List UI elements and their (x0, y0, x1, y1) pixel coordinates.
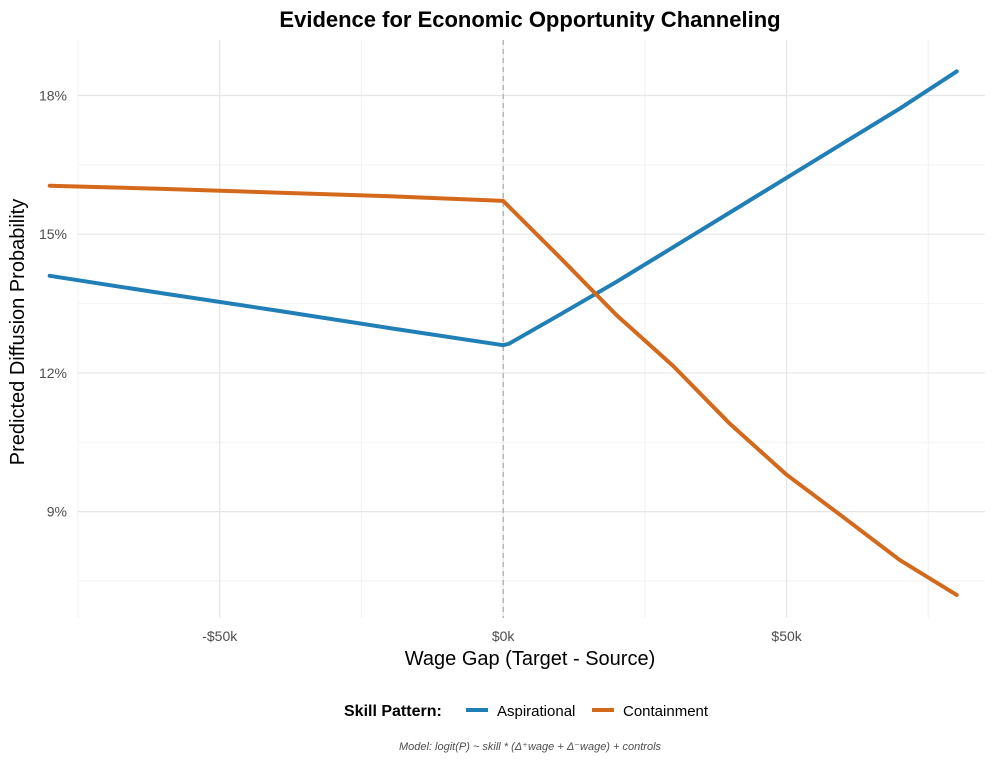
legend-label-aspirational: Aspirational (497, 703, 575, 720)
legend-label-containment: Containment (623, 703, 709, 720)
y-tick-label: 12% (39, 365, 67, 381)
model-caption: Model: logit(P) ~ skill * (Δ⁺wage + Δ⁻wa… (399, 741, 662, 753)
x-tick-label: -$50k (202, 628, 238, 644)
y-tick-label: 18% (39, 87, 67, 103)
x-tick-label: $0k (492, 628, 516, 644)
x-axis-tick-labels: -$50k $0k $50k (202, 628, 803, 644)
y-axis-title: Predicted Diffusion Probability (7, 199, 29, 465)
y-tick-label: 15% (39, 226, 67, 242)
series-lines (47, 69, 959, 597)
series-line-containment (47, 183, 959, 597)
x-tick-label: $50k (771, 628, 802, 644)
legend: Skill Pattern: Aspirational Containment (344, 703, 709, 720)
y-axis-tick-labels: 9% 12% 15% 18% (39, 87, 67, 519)
series-line-aspirational (47, 69, 959, 348)
x-axis-title: Wage Gap (Target - Source) (405, 648, 655, 670)
chart-title: Evidence for Economic Opportunity Channe… (279, 7, 780, 32)
legend-title: Skill Pattern: (344, 703, 442, 720)
y-tick-label: 9% (47, 504, 67, 520)
